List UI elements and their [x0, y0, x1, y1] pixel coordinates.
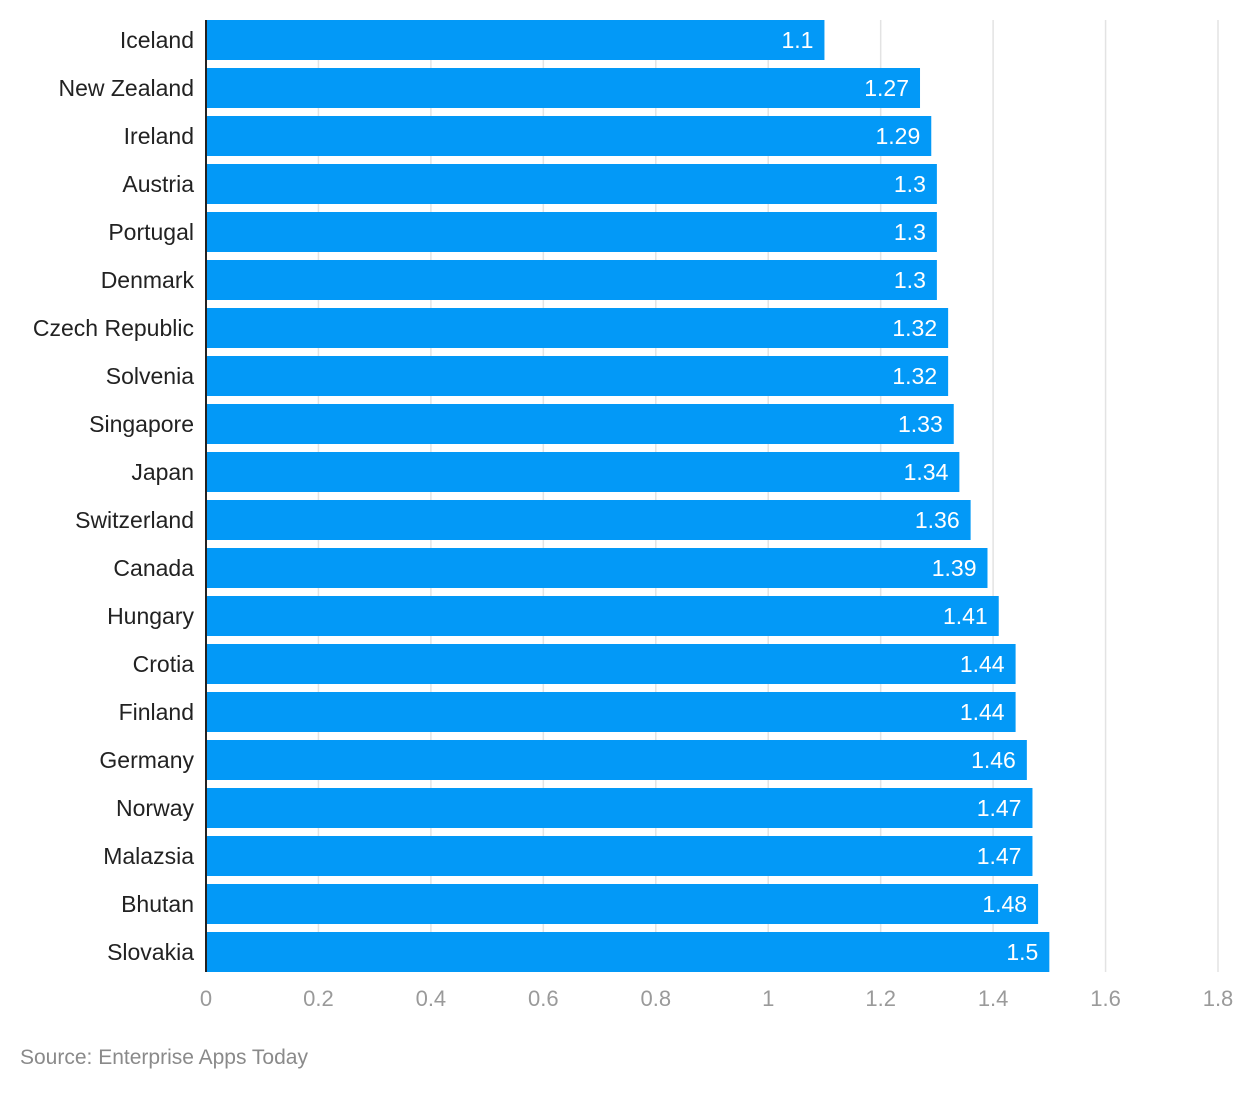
x-tick-label: 1.2	[865, 986, 896, 1011]
value-label: 1.34	[904, 459, 949, 485]
bar	[206, 452, 960, 492]
bar	[206, 500, 971, 540]
value-label: 1.47	[977, 843, 1022, 869]
bar	[206, 548, 988, 588]
bar	[206, 404, 954, 444]
value-label: 1.46	[971, 747, 1016, 773]
value-label: 1.1	[781, 27, 813, 53]
bar	[206, 356, 949, 396]
category-label: Crotia	[133, 651, 195, 677]
value-label: 1.47	[977, 795, 1022, 821]
category-label: Malazsia	[103, 843, 194, 869]
category-label: Norway	[116, 795, 194, 821]
category-label: Canada	[113, 555, 194, 581]
category-label: Portugal	[108, 219, 194, 245]
value-labels: 1.1 1.27 1.29 1.3 1.3 1.3 1.32 1.32 1.33 1.34 1.36…	[781, 27, 1038, 965]
value-label: 1.44	[960, 699, 1005, 725]
bar	[206, 644, 1016, 684]
bar	[206, 20, 825, 60]
category-label: Finland	[119, 699, 194, 725]
category-label: New Zealand	[58, 75, 194, 101]
category-label: Switzerland	[75, 507, 194, 533]
value-label: 1.32	[892, 363, 937, 389]
value-label: 1.39	[932, 555, 977, 581]
category-label: Solvenia	[106, 363, 194, 389]
x-tick-label: 0.4	[416, 986, 447, 1011]
bar	[206, 596, 999, 636]
category-label: Iceland	[120, 27, 194, 53]
value-label: 1.5	[1006, 939, 1038, 965]
category-label: Czech Republic	[33, 315, 194, 341]
value-label: 1.32	[892, 315, 937, 341]
bar	[206, 164, 937, 204]
value-label: 1.27	[864, 75, 909, 101]
category-label: Germany	[99, 747, 194, 773]
value-label: 1.44	[960, 651, 1005, 677]
value-label: 1.33	[898, 411, 943, 437]
bar	[206, 740, 1027, 780]
bar	[206, 884, 1039, 924]
value-label: 1.3	[894, 171, 926, 197]
bar	[206, 308, 949, 348]
value-label: 1.3	[894, 219, 926, 245]
value-label: 1.36	[915, 507, 960, 533]
x-tick-label: 0.8	[640, 986, 671, 1011]
category-label: Slovakia	[107, 939, 194, 965]
category-labels: Iceland New Zealand Ireland Austria Portugal…	[33, 27, 195, 965]
x-tick-label: 1.4	[978, 986, 1009, 1011]
category-label: Denmark	[101, 267, 195, 293]
category-label: Singapore	[89, 411, 194, 437]
x-axis-ticks: 0 0.2 0.4 0.6 0.8 1 1.2 1.4 1.6 1.8	[200, 986, 1233, 1011]
bar	[206, 836, 1033, 876]
x-tick-label: 1	[762, 986, 774, 1011]
bars	[206, 20, 1050, 972]
bar	[206, 260, 937, 300]
bar	[206, 68, 921, 108]
grid-lines	[317, 20, 1219, 972]
category-label: Hungary	[107, 603, 194, 629]
bar	[206, 932, 1050, 972]
value-label: 1.48	[982, 891, 1027, 917]
category-label: Ireland	[124, 123, 194, 149]
source-note: Source: Enterprise Apps Today	[20, 1046, 308, 1069]
x-tick-label: 1.8	[1203, 986, 1234, 1011]
x-tick-label: 0.6	[528, 986, 559, 1011]
value-label: 1.41	[943, 603, 988, 629]
x-tick-label: 1.6	[1090, 986, 1121, 1011]
x-tick-label: 0.2	[303, 986, 334, 1011]
category-label: Austria	[122, 171, 194, 197]
category-label: Japan	[131, 459, 194, 485]
bar	[206, 788, 1033, 828]
x-tick-label: 0	[200, 986, 212, 1011]
category-label: Bhutan	[121, 891, 194, 917]
value-label: 1.3	[894, 267, 926, 293]
bar-chart: Iceland New Zealand Ireland Austria Portugal…	[33, 20, 1233, 1011]
value-label: 1.29	[876, 123, 921, 149]
bar	[206, 692, 1016, 732]
bar	[206, 116, 932, 156]
bar	[206, 212, 937, 252]
